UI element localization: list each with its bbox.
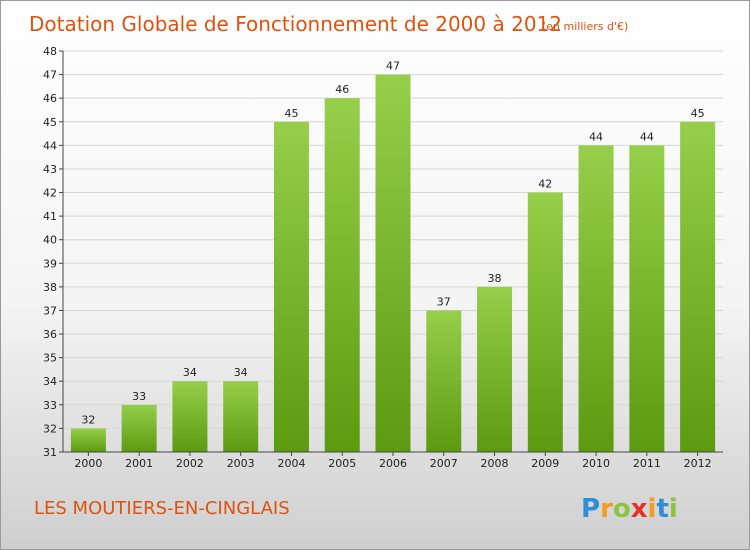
- logo-letter: i: [669, 494, 678, 524]
- y-axis: 31 32 33 34 35 36 37 38 39 40 41 42 43 44 45 46 47 48: [43, 45, 723, 459]
- logo-letter: i: [648, 494, 657, 524]
- y-tick-label: 47: [43, 69, 57, 82]
- value-label-2012: 45: [691, 107, 705, 120]
- x-tick-label-2000: 2000: [74, 457, 102, 470]
- proxiti-logo: Proxiti: [581, 494, 678, 524]
- y-tick-label: 45: [43, 116, 57, 129]
- y-tick-label: 40: [43, 234, 57, 247]
- bar-2010: [578, 145, 614, 452]
- value-label-2002: 34: [183, 366, 197, 379]
- bar-2000: [70, 428, 106, 452]
- y-tick-label: 42: [43, 187, 57, 200]
- y-tick-label: 46: [43, 92, 57, 105]
- bar-2008: [477, 286, 513, 452]
- y-tick-label: 48: [43, 45, 57, 58]
- bar-2003: [223, 381, 259, 452]
- bar-2001: [121, 404, 157, 452]
- y-tick-label: 41: [43, 210, 57, 223]
- x-axis: 2000 2001 2002 2003 2004 2005 2006 2007 2008 2009…: [74, 452, 712, 470]
- y-tick-label: 37: [43, 304, 57, 317]
- value-label-2000: 32: [81, 413, 95, 426]
- value-label-2010: 44: [589, 130, 603, 143]
- value-label-2008: 38: [488, 272, 502, 285]
- x-tick-label-2006: 2006: [379, 457, 407, 470]
- y-tick-label: 33: [43, 399, 57, 412]
- y-tick-label: 32: [43, 422, 57, 435]
- x-tick-label-2011: 2011: [633, 457, 661, 470]
- bar-2007: [426, 310, 462, 452]
- x-tick-label-2008: 2008: [481, 457, 509, 470]
- bar-2002: [172, 381, 208, 452]
- bars-layer: 32 33 34 34 45 46 47 37 38 42 44 44 45: [70, 60, 716, 453]
- bar-2009: [527, 192, 563, 452]
- y-tick-label: 43: [43, 163, 57, 176]
- x-tick-label-2001: 2001: [125, 457, 153, 470]
- chart-title: Dotation Globale de Fonctionnement de 20…: [29, 12, 562, 36]
- x-tick-label-2009: 2009: [531, 457, 559, 470]
- value-label-2011: 44: [640, 130, 654, 143]
- logo-letter: o: [613, 494, 631, 524]
- bar-2012: [680, 121, 716, 452]
- logo-letter: x: [631, 494, 648, 524]
- value-label-2004: 45: [284, 107, 298, 120]
- value-label-2006: 47: [386, 60, 400, 73]
- x-tick-label-2010: 2010: [582, 457, 610, 470]
- x-tick-label-2007: 2007: [430, 457, 458, 470]
- value-label-2003: 34: [234, 366, 248, 379]
- x-tick-label-2005: 2005: [328, 457, 356, 470]
- chart-subtitle: (en milliers d'€): [542, 20, 628, 33]
- y-tick-label: 31: [43, 446, 57, 459]
- logo-letter: r: [600, 494, 613, 524]
- value-label-2009: 42: [538, 178, 552, 191]
- y-tick-label: 39: [43, 257, 57, 270]
- x-tick-label-2002: 2002: [176, 457, 204, 470]
- x-tick-label-2004: 2004: [277, 457, 305, 470]
- bar-2006: [375, 74, 411, 453]
- bar-2004: [273, 121, 309, 452]
- y-tick-label: 36: [43, 328, 57, 341]
- logo-letter: t: [656, 494, 668, 524]
- value-label-2007: 37: [437, 295, 451, 308]
- commune-name: LES MOUTIERS-EN-CINGLAIS: [34, 498, 290, 519]
- logo-letter: P: [581, 494, 600, 524]
- y-tick-label: 34: [43, 375, 57, 388]
- value-label-2005: 46: [335, 83, 349, 96]
- y-tick-label: 38: [43, 281, 57, 294]
- bar-2005: [324, 98, 360, 453]
- x-tick-label-2012: 2012: [684, 457, 712, 470]
- y-tick-label: 44: [43, 139, 57, 152]
- bar-2011: [629, 145, 665, 452]
- y-tick-label: 35: [43, 352, 57, 365]
- value-label-2001: 33: [132, 390, 146, 403]
- x-tick-label-2003: 2003: [227, 457, 255, 470]
